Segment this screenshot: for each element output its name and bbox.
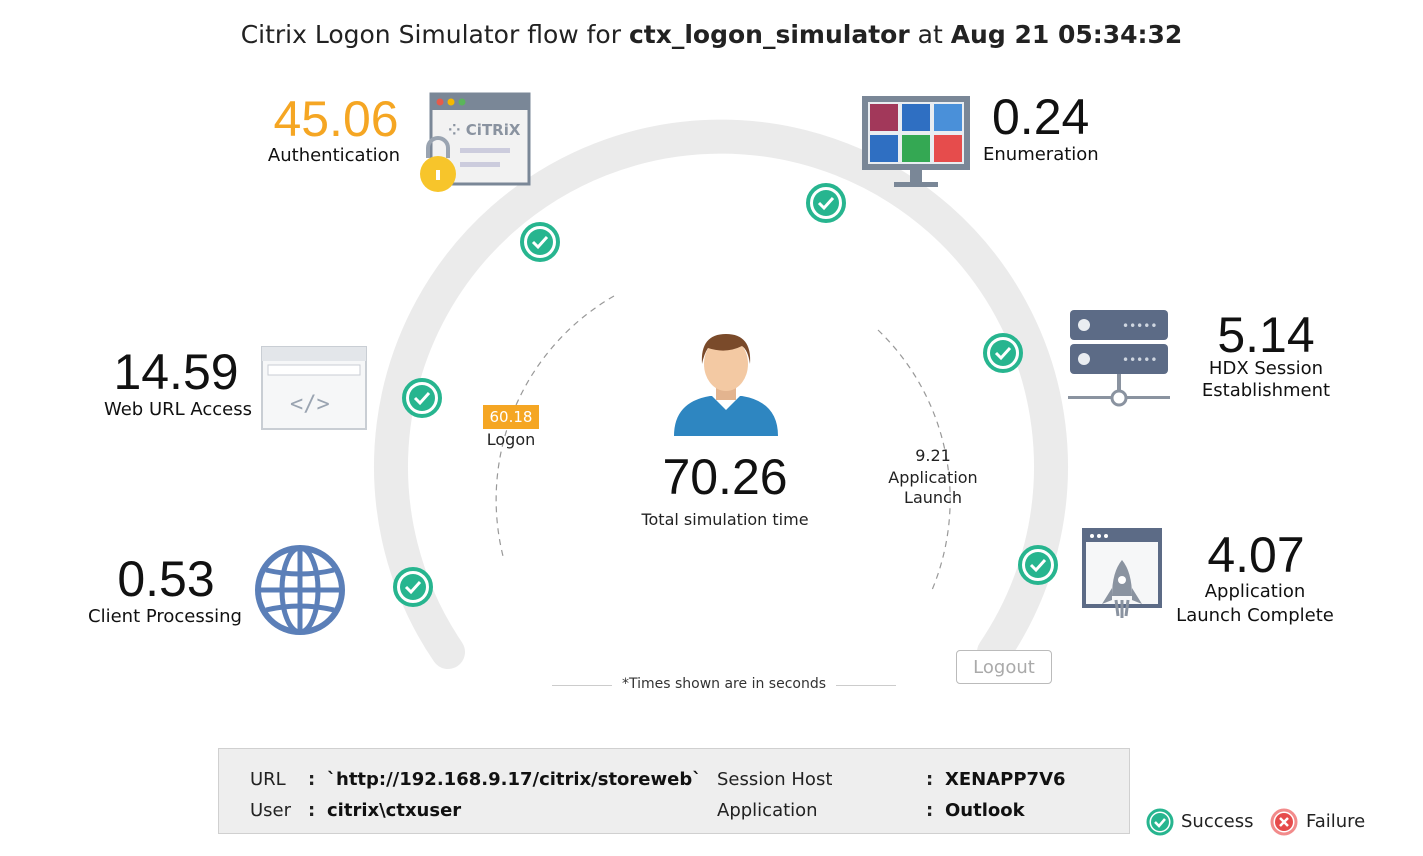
hdx-label: HDX Session Establishment	[1186, 358, 1346, 402]
hdx-label-line1: HDX Session	[1208, 358, 1324, 379]
web-url-label: Web URL Access	[103, 399, 253, 420]
success-legend-icon	[1146, 808, 1174, 836]
app-launch-label-line1: Application	[888, 468, 978, 487]
hdx-success-check-icon	[983, 333, 1023, 373]
authentication-value: 45.06	[273, 91, 399, 147]
client-processing-value: 0.53	[117, 551, 215, 607]
logon-value-badge: 60.18	[483, 405, 539, 429]
times-note: *Times shown are in seconds	[621, 676, 827, 692]
enumeration-value: 0.24	[992, 89, 1090, 145]
enum-success-check-icon	[806, 183, 846, 223]
app-launch-complete-value: 4.07	[1207, 527, 1305, 583]
outer-arc	[374, 119, 1068, 669]
app-launch-dashed-arc	[877, 329, 951, 591]
session-host-value: XENAPP7V6	[945, 769, 1066, 790]
total-simulation-label: Total simulation time	[641, 510, 809, 529]
total-simulation-value: 70.26	[662, 449, 788, 505]
citrix-login-window-icon: ⁘ CiTRiX	[420, 92, 531, 192]
svg-text:•••••: •••••	[1122, 319, 1157, 333]
auth-success-check-icon	[520, 222, 560, 262]
logon-label: Logon	[486, 430, 536, 449]
failure-legend-label: Failure	[1306, 811, 1366, 832]
logout-button[interactable]: Logout	[956, 650, 1052, 684]
hdx-label-line2: Establishment	[1201, 380, 1331, 401]
logon-dashed-arc	[495, 295, 615, 561]
web-url-value: 14.59	[113, 344, 239, 400]
url-colon: :	[308, 769, 316, 790]
application-value: Outlook	[945, 800, 1025, 821]
url-key: URL	[250, 769, 286, 790]
svg-text:⁘ CiTRiX: ⁘ CiTRiX	[448, 121, 521, 139]
globe-icon	[255, 545, 345, 635]
user-avatar-icon	[674, 334, 778, 436]
user-value: citrix\ctxuser	[327, 800, 462, 821]
app-launch-value: 9.21	[915, 446, 951, 465]
app-launch-complete-label: Application Launch Complete	[1170, 580, 1340, 628]
enumeration-label: Enumeration	[983, 144, 1099, 165]
app-launch-complete-line2: Launch Complete	[1176, 605, 1334, 626]
failure-legend-icon	[1270, 808, 1298, 836]
server-network-icon: ••••• •••••	[1068, 310, 1170, 407]
application-key: Application	[717, 800, 818, 821]
status-legend: Success Failure	[1146, 806, 1386, 836]
success-legend-label: Success	[1181, 811, 1254, 832]
title-simulator-name: ctx_logon_simulator	[628, 20, 910, 49]
session-host-key: Session Host	[717, 769, 833, 790]
authentication-label: Authentication	[267, 145, 401, 166]
app-launch-complete-line1: Application	[1204, 581, 1306, 602]
client-success-check-icon	[393, 567, 433, 607]
note-divider-right	[836, 685, 896, 686]
svg-text:•••••: •••••	[1122, 353, 1157, 367]
launch-success-check-icon	[1018, 545, 1058, 585]
client-processing-label: Client Processing	[88, 606, 242, 627]
user-key: User	[250, 800, 292, 821]
session-info-panel: URL : `http://192.168.9.17/citrix/storew…	[218, 748, 1130, 834]
rocket-window-icon	[1082, 528, 1162, 618]
svg-text:</>: </>	[290, 392, 330, 417]
user-colon: :	[308, 800, 316, 821]
app-launch-label: Application Launch	[870, 468, 996, 508]
title-prefix: Citrix Logon Simulator flow for	[240, 20, 622, 49]
title-mid: at	[917, 20, 943, 49]
hdx-value: 5.14	[1217, 307, 1315, 363]
note-divider-left	[552, 685, 612, 686]
app-launch-label-line2: Launch	[904, 488, 962, 507]
title-time: Aug 21 05:34:32	[950, 20, 1183, 49]
app-grid-monitor-icon	[862, 96, 970, 187]
session-host-colon: :	[926, 769, 934, 790]
browser-code-icon: </>	[261, 346, 367, 430]
url-value: `http://192.168.9.17/citrix/storeweb`	[327, 769, 702, 790]
web-success-check-icon	[402, 378, 442, 418]
application-colon: :	[926, 800, 934, 821]
page-title: Citrix Logon Simulator flow for ctx_logo…	[0, 20, 1423, 49]
